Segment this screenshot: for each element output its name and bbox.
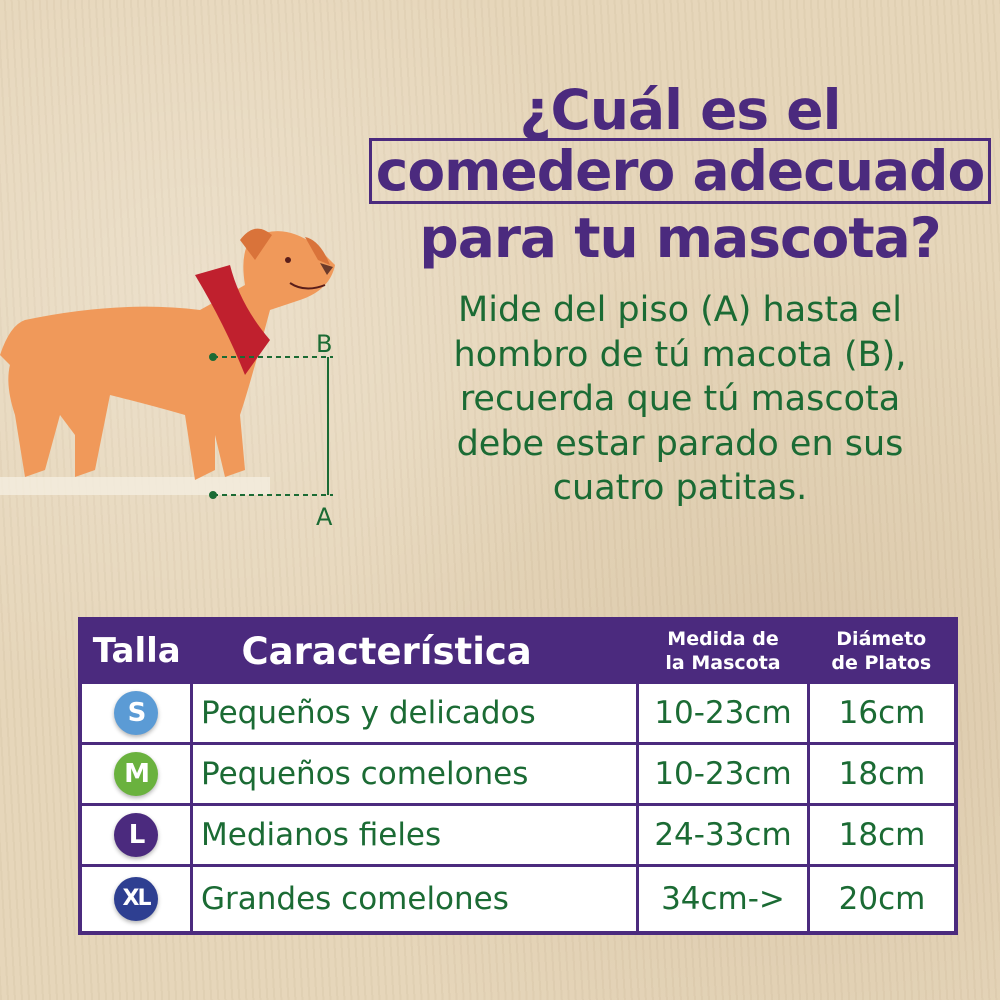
table-row: XL Grandes comelones 34cm-> 20cm [78,864,958,935]
feature-cell: Pequeños comelones [190,742,639,806]
table-row: M Pequeños comelones 10-23cm 18cm [78,742,958,806]
title-line-1: ¿Cuál es el [519,78,842,142]
size-table: Talla Característica Medida de la Mascota… [78,617,958,935]
dog-icon [0,228,335,480]
header-talla: Talla [92,631,181,671]
size-badge-s: S [114,691,158,735]
floor-shadow [0,477,270,495]
header-text: Medida de [667,628,779,650]
size-badge-xl: XL [114,877,158,921]
label-b: B [316,330,332,358]
measure-cell: 10-23cm [636,681,810,745]
instruction-line: debe estar parado en sus [456,423,904,464]
instructions: Mide del piso (A) hasta el hombro de tú … [395,288,965,511]
feature-cell: Grandes comelones [190,864,639,935]
header-text: Diámeto [836,628,927,650]
instruction-line: recuerda que tú mascota [459,379,901,419]
measure-cell: 34cm-> [636,864,810,935]
table-header: Talla Característica Medida de la Mascota… [80,619,956,683]
title-line-3: para tu mascota? [419,206,941,270]
diameter-cell: 16cm [807,681,958,745]
size-badge-m: M [114,752,158,796]
diameter-cell: 18cm [807,803,958,867]
header-diametro: Diámeto de Platos [809,619,957,683]
instruction-line: Mide del piso (A) hasta el [458,290,902,330]
table-row: S Pequeños y delicados 10-23cm 16cm [78,681,958,745]
header-medida: Medida de la Mascota [638,619,809,683]
title-line-2: comedero adecuado [360,138,1000,204]
dog-measurement-illustration: B A [0,228,335,531]
instruction-line: hombro de tú macota (B), [453,334,907,375]
table-row: L Medianos fieles 24-33cm 18cm [78,803,958,867]
instruction-line: cuatro patitas. [552,468,808,508]
header-caracteristica: Característica [241,629,532,673]
diameter-cell: 18cm [807,742,958,806]
feature-cell: Pequeños y delicados [190,681,639,745]
measure-cell: 10-23cm [636,742,810,806]
feature-cell: Medianos fieles [190,803,639,867]
diameter-cell: 20cm [807,864,958,935]
label-a: A [316,503,333,531]
title-highlight-box: comedero adecuado [368,138,992,204]
measure-cell: 24-33cm [636,803,810,867]
header-text: de Platos [831,652,932,674]
header-text: la Mascota [665,652,781,674]
measurement-line [209,353,333,499]
size-badge-l: L [114,813,158,857]
